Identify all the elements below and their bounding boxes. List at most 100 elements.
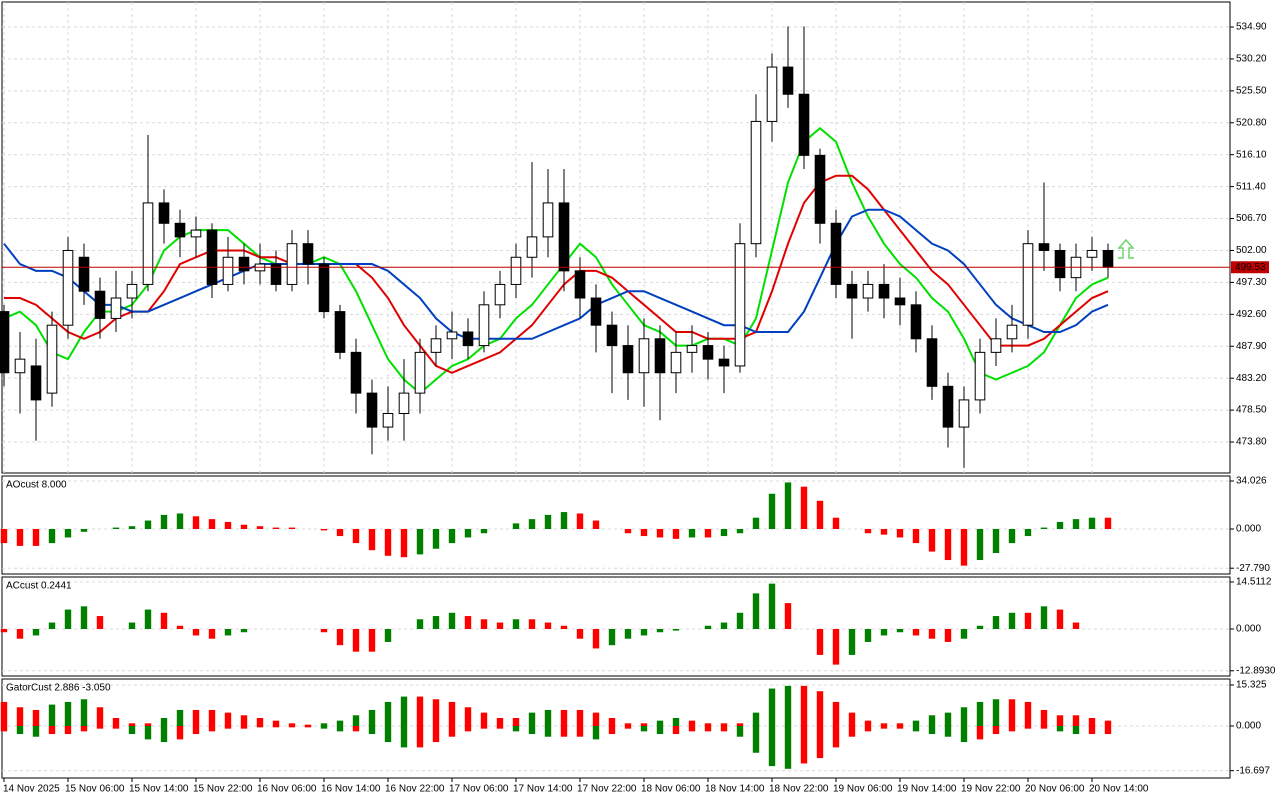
histogram-bar — [848, 628, 856, 655]
gator-bar — [336, 720, 344, 726]
candle-body — [670, 351, 682, 374]
gator-bar — [80, 725, 88, 732]
gator-bar — [512, 717, 520, 726]
gator-bar — [288, 723, 296, 726]
gator-bar — [688, 720, 696, 726]
gator-bar — [256, 725, 264, 728]
histogram-bar — [688, 528, 696, 538]
histogram-bar — [432, 616, 440, 629]
histogram-bar — [224, 628, 232, 636]
candle-body — [526, 236, 538, 258]
gator-bar — [592, 725, 600, 740]
histogram-bar — [336, 528, 344, 537]
histogram-bar — [816, 628, 824, 655]
candle-body — [1086, 249, 1098, 258]
histogram-bar — [432, 528, 440, 549]
gator-bar — [192, 709, 200, 726]
candle-body — [510, 256, 522, 285]
histogram-bar — [176, 513, 184, 529]
candle-body — [782, 66, 794, 95]
histogram-bar — [704, 528, 712, 538]
histogram-bar — [1040, 606, 1048, 629]
gator-bar — [880, 723, 888, 726]
histogram-bar — [768, 493, 776, 529]
gator-bar — [896, 723, 904, 726]
y-tick-label: 0.000 — [1236, 624, 1261, 635]
x-tick-label: 16 Nov 06:00 — [257, 784, 317, 795]
gator-bar — [400, 696, 408, 726]
candle-body — [286, 243, 298, 285]
histogram-bar — [240, 628, 248, 633]
price-tag-label: 499.53 — [1235, 262, 1266, 273]
gator-bar — [560, 725, 568, 737]
candle-body — [142, 202, 154, 285]
histogram-bar — [160, 514, 168, 529]
indicator-label: ACcust 0.2441 — [6, 581, 72, 592]
histogram-bar — [320, 628, 328, 633]
gator-bar — [32, 725, 40, 737]
histogram-bar — [736, 612, 744, 629]
gator-bar — [416, 696, 424, 726]
histogram-bar — [1088, 517, 1096, 529]
histogram-bar — [368, 628, 376, 652]
y-tick-label: 520.80 — [1236, 117, 1267, 128]
histogram-bar — [16, 528, 24, 546]
gator-bar — [448, 701, 456, 726]
signal-arrow — [1117, 238, 1135, 259]
histogram-bar — [560, 512, 568, 529]
candle-body — [238, 256, 250, 272]
gator-bar — [912, 725, 920, 732]
gator-bar — [480, 725, 488, 729]
y-tick-label: 15.325 — [1236, 680, 1267, 691]
x-tick-label: 19 Nov 22:00 — [961, 784, 1021, 795]
histogram-bar — [944, 628, 952, 642]
y-tick-label: -12.8930 — [1236, 665, 1276, 676]
histogram-bar — [16, 628, 24, 639]
gator-bar — [464, 707, 472, 726]
histogram-bar — [192, 628, 200, 636]
candle-body — [830, 222, 842, 285]
histogram-bar — [368, 528, 376, 551]
candle-body — [366, 392, 378, 428]
candle-body — [462, 331, 474, 347]
candle-body — [590, 297, 602, 326]
histogram-bar — [720, 622, 728, 629]
histogram-bar — [128, 526, 136, 529]
candle-body — [574, 270, 586, 299]
gator-bar — [896, 725, 904, 729]
histogram-bar — [288, 527, 296, 529]
gator-bar — [656, 720, 664, 726]
histogram-bar — [480, 528, 488, 534]
candle-body — [494, 283, 506, 306]
gator-bar — [224, 712, 232, 726]
gator-bar — [688, 725, 696, 732]
histogram-bar — [480, 619, 488, 629]
gator-bar — [176, 725, 184, 740]
x-tick-label: 18 Nov 22:00 — [769, 784, 829, 795]
gator-bar — [16, 707, 24, 726]
candle-body — [94, 290, 106, 319]
gator-bar — [448, 725, 456, 737]
gator-bar — [1056, 725, 1064, 732]
candle-body — [78, 256, 90, 292]
gator-bar — [0, 725, 8, 732]
gator-bar — [368, 709, 376, 726]
histogram-bar — [1056, 609, 1064, 629]
gator-bar — [1056, 715, 1064, 726]
candle-body — [958, 399, 970, 428]
candle-body — [302, 243, 314, 265]
histogram-bar — [608, 628, 616, 646]
y-tick-label: 478.50 — [1236, 405, 1267, 416]
y-tick-label: 0.000 — [1236, 524, 1261, 535]
histogram-bar — [384, 528, 392, 556]
gator-bar — [752, 725, 760, 753]
histogram-bar — [64, 609, 72, 629]
gator-bar — [16, 725, 24, 735]
histogram-bar — [624, 628, 632, 639]
gator-bar — [960, 707, 968, 726]
candle-body — [446, 331, 458, 340]
y-tick-label: 497.30 — [1236, 277, 1267, 288]
gator-bar — [144, 725, 152, 740]
gator-bar — [352, 725, 360, 732]
gator-bar — [816, 691, 824, 726]
